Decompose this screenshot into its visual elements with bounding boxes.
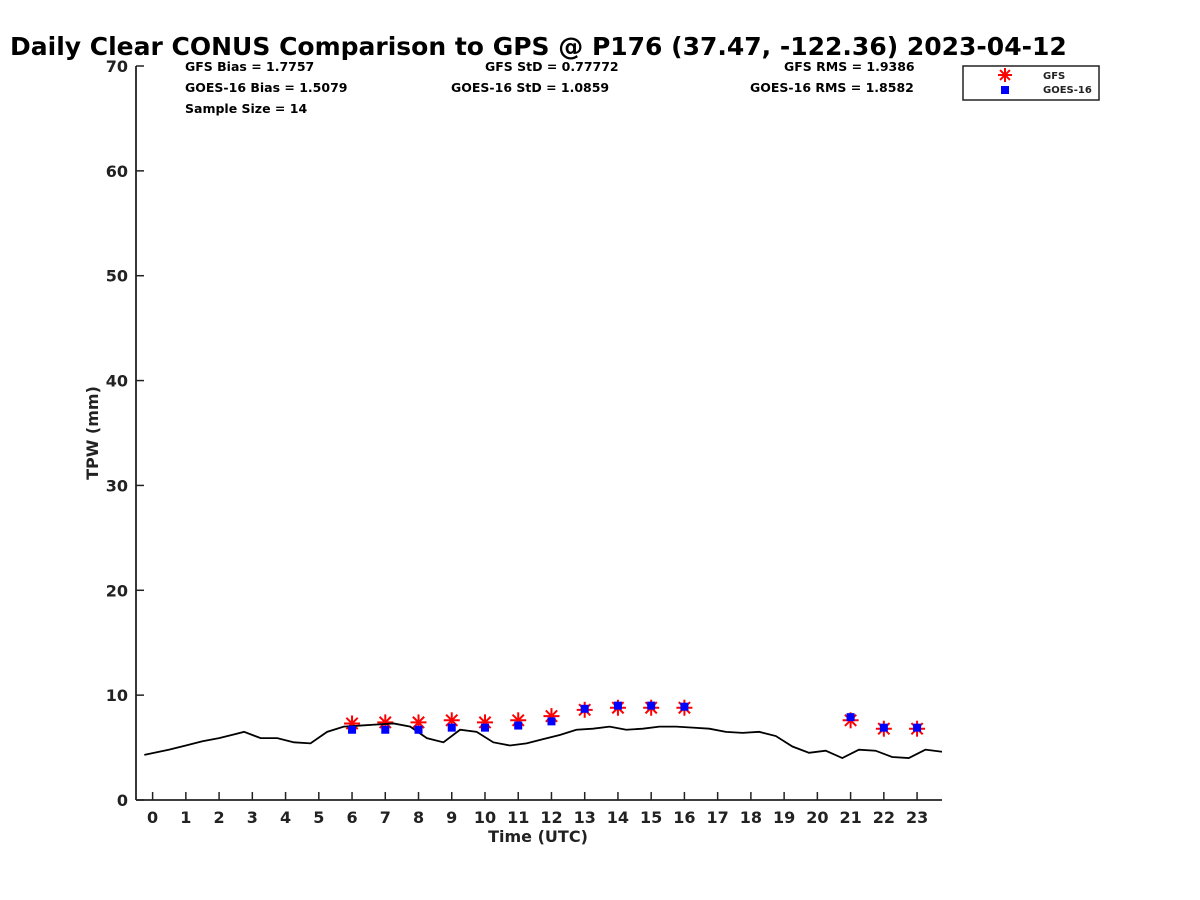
y-tick-label: 20 [106,581,128,600]
x-tick-label: 22 [873,808,895,827]
x-tick-label: 12 [540,808,562,827]
chart-title: Daily Clear CONUS Comparison to GPS @ P1… [10,32,1067,61]
goes-bias-stat: GOES-16 Bias = 1.5079 [185,80,347,95]
legend-goes-label: GOES-16 [1043,85,1092,96]
x-tick-label: 7 [380,808,391,827]
legend-gfs-asterisk-stroke [999,69,1011,81]
x-axis-label: Time (UTC) [488,827,588,846]
x-tick-label: 11 [507,808,529,827]
x-tick-label: 16 [673,808,695,827]
x-tick-label: 21 [839,808,861,827]
goes-rms-stat: GOES-16 RMS = 1.8582 [750,80,914,95]
goes16-point [580,704,589,713]
legend-gfs-label: GFS [1043,71,1065,82]
x-tick-label: 14 [607,808,629,827]
y-tick-label: 70 [106,57,128,76]
x-tick-label: 3 [247,808,258,827]
legend-box [962,65,1100,101]
gfs-std-stat: GFS StD = 0.77772 [485,59,619,74]
x-tick-label: 4 [280,808,291,827]
goes16-point [447,723,456,732]
x-tick-label: 9 [446,808,457,827]
goes16-point [381,725,390,734]
x-tick-label: 6 [346,808,357,827]
legend-gfs-asterisk-icon [998,68,1012,82]
goes16-point [647,701,656,710]
legend: GFS GOES-16 [962,65,1100,101]
x-tick-label: 0 [147,808,158,827]
y-tick-label: 10 [106,686,128,705]
x-tick-label: 19 [773,808,795,827]
legend-goes-square-icon [1001,86,1009,94]
sample-size-stat: Sample Size = 14 [185,101,307,116]
x-tick-label: 1 [180,808,191,827]
x-tick-label: 8 [413,808,424,827]
x-tick-label: 18 [740,808,762,827]
reference-line [144,722,943,760]
x-tick-label: 17 [707,808,729,827]
x-tick-label: 10 [474,808,496,827]
goes16-point [348,725,357,734]
y-tick-label: 40 [106,372,128,391]
x-tick-label: 5 [313,808,324,827]
y-tick-label: 60 [106,162,128,181]
x-tick-label: 13 [574,808,596,827]
x-tick-label: 20 [806,808,828,827]
y-tick-label: 30 [106,476,128,495]
x-tick-label: 23 [906,808,928,827]
goes16-point [913,723,922,732]
y-tick-label: 50 [106,267,128,286]
y-tick-label: 0 [117,791,128,810]
legend-gfs-asterisk [998,68,1012,82]
goes16-point [547,717,556,726]
plot-area [144,699,943,760]
goes16-point [414,725,423,734]
goes16-point [514,721,523,730]
y-axis-label: TPW (mm) [83,386,102,480]
gfs-rms-stat: GFS RMS = 1.9386 [784,59,915,74]
goes16-point [613,701,622,710]
goes16-point [480,723,489,732]
x-tick-label: 15 [640,808,662,827]
goes16-point [680,702,689,711]
x-tick-label: 2 [214,808,225,827]
goes16-point [879,723,888,732]
gfs-bias-stat: GFS Bias = 1.7757 [185,59,314,74]
goes16-point [846,713,855,722]
goes-std-stat: GOES-16 StD = 1.0859 [451,80,609,95]
axes: 0 1 2 3 4 5 6 7 8 9 10 11 12 13 14 15 16 17 18 19 20 21 22 2301… [106,57,942,827]
